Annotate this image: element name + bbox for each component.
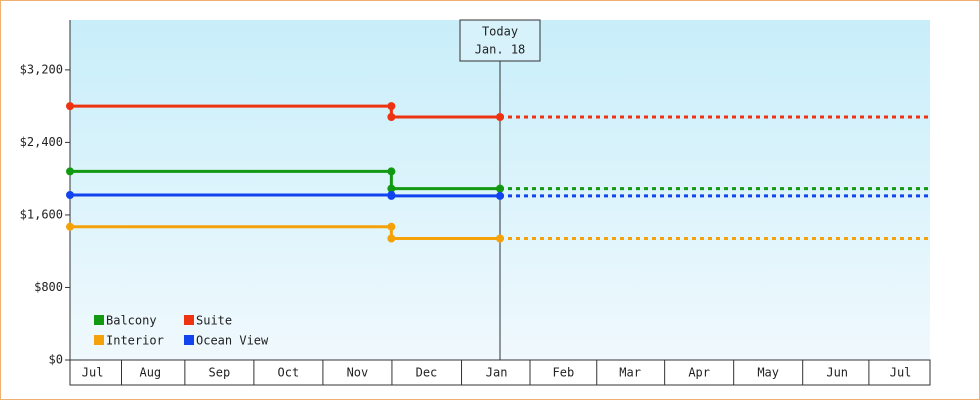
x-tick-label: Jun (826, 366, 848, 380)
legend-label: Ocean View (196, 334, 269, 348)
price-point (387, 102, 396, 111)
price-line (70, 225, 500, 241)
x-tick-label: May (757, 366, 779, 380)
legend-swatch (94, 315, 104, 325)
price-point (66, 167, 74, 176)
x-tick-label: Feb (553, 366, 575, 380)
x-tick-label: Jul (890, 366, 912, 380)
x-tick-label: Jan (486, 366, 508, 380)
legend-label: Suite (196, 314, 232, 328)
y-tick-label: $800 (34, 280, 63, 294)
price-point (387, 234, 396, 243)
y-tick-label: $0 (49, 353, 63, 367)
price-point (496, 184, 504, 193)
y-tick-label: $3,200 (20, 62, 63, 76)
price-point (496, 234, 504, 243)
price-point (387, 113, 396, 122)
price-point (496, 113, 504, 122)
x-tick-label: Apr (688, 366, 710, 380)
y-tick-label: $2,400 (20, 135, 63, 149)
price-point (387, 222, 396, 231)
price-line (70, 169, 500, 191)
today-box (459, 19, 541, 62)
x-tick-label: Mar (619, 366, 641, 380)
price-point (387, 184, 396, 193)
price-point (66, 190, 74, 199)
legend-swatch (184, 335, 194, 345)
x-tick-label: Aug (139, 366, 161, 380)
x-tick-label: Nov (347, 366, 369, 380)
legend-label: Interior (106, 334, 164, 348)
today-label: Today (482, 25, 518, 39)
x-tick-label: Sep (209, 366, 231, 380)
legend-label: Balcony (106, 314, 157, 328)
x-tick-label: Jul (82, 366, 104, 380)
price-point (496, 191, 504, 200)
price-point (66, 102, 74, 111)
price-point (66, 222, 74, 231)
price-point (387, 167, 396, 176)
legend-swatch (184, 315, 194, 325)
y-tick-label: $1,600 (20, 207, 63, 221)
price-line (70, 104, 500, 119)
x-axis-band (69, 359, 931, 386)
price-line (70, 193, 500, 198)
x-tick-label: Dec (416, 366, 438, 380)
legend-swatch (94, 335, 104, 345)
x-tick-label: Oct (278, 366, 300, 380)
today-label: Jan. 18 (475, 43, 526, 57)
price-point (387, 191, 396, 200)
